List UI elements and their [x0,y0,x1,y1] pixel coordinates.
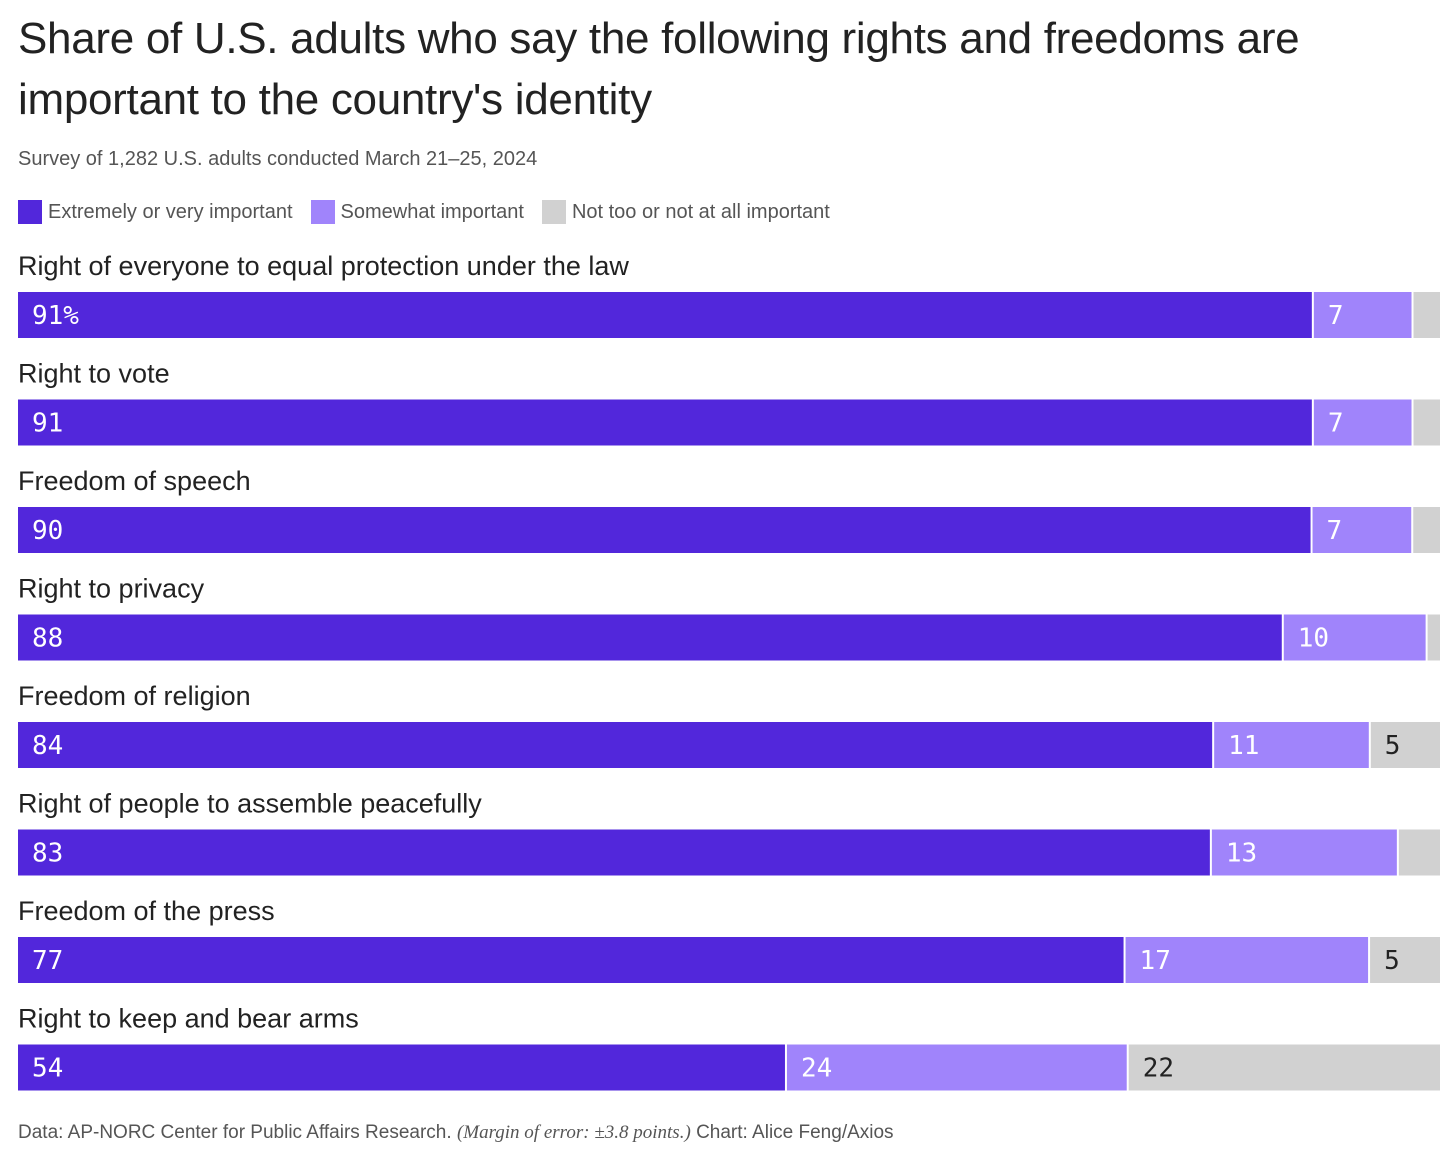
chart-title: Share of U.S. adults who say the followi… [18,14,1300,124]
footer-source: Data: AP-NORC Center for Public Affairs … [18,1122,452,1143]
legend-swatch-somewhat [310,200,335,224]
bar-segment-extremely-or-very-important [18,507,1311,553]
data-label: 10 [1298,624,1329,654]
bar-row-freedom-of-religion: Freedom of religion 84 11 5 [18,681,1440,768]
data-label: 91 [32,409,63,439]
bar-segment-extremely-or-very-important [18,937,1124,983]
bar-segment-somewhat-important [1313,399,1412,446]
data-label: 24 [801,1054,832,1084]
data-label: 17 [1140,946,1171,976]
data-label: 11 [1228,731,1259,761]
legend-item-somewhat: Somewhat important [310,200,524,224]
bar-segment-not-too-or-not-at-all-important [1413,507,1440,553]
category-label: Right to privacy [18,574,205,604]
footer-note: (Margin of error: ±3.8 points.) [456,1122,691,1143]
legend-item-extremely: Extremely or very important [18,200,293,224]
bar-segment-extremely-or-very-important [18,614,1282,661]
bar-segment-extremely-or-very-important [18,829,1210,876]
bar-row-freedom-of-the-press: Freedom of the press 77 17 5 [18,896,1440,983]
data-label: 91% [32,301,79,331]
data-label: 84 [32,731,63,761]
legend-label-extremely: Extremely or very important [48,200,293,223]
bar-segment-not-too-or-not-at-all-important [1370,722,1440,768]
data-label: 88 [32,624,63,654]
category-label: Right of people to assemble peacefully [18,789,482,819]
legend-label-somewhat: Somewhat important [340,200,524,223]
data-label: 7 [1328,409,1344,439]
bar-segment-extremely-or-very-important [18,399,1312,446]
data-label: 5 [1384,946,1400,976]
bar-segment-somewhat-important [1283,614,1426,661]
bar-segment-somewhat-important [1313,292,1412,338]
chart-subtitle: Survey of 1,282 U.S. adults conducted Ma… [18,148,538,170]
bar-row-right-to-keep-and-bear-arms: Right to keep and bear arms 54 24 22 [18,1004,1440,1091]
bar-segment-extremely-or-very-important [18,1044,785,1091]
legend-item-not: Not too or not at all important [541,200,830,224]
bar-row-right-of-people-to-assemble-peacefully: Right of people to assemble peacefully 83… [18,789,1440,876]
bar-segment-extremely-or-very-important [18,722,1213,768]
bar-row-right-of-everyone-to-equal-protection-under-the-law: Right of everyone to equal protection un… [18,251,1440,338]
data-label: 7 [1328,301,1344,331]
bar-segment-extremely-or-very-important [18,292,1312,338]
chart-footer: Data: AP-NORC Center for Public Affairs … [18,1122,894,1144]
legend-label-not: Not too or not at all important [571,200,830,223]
bar-segment-not-too-or-not-at-all-important [1413,399,1440,446]
legend-swatch-extremely [18,200,42,224]
data-label: 13 [1226,839,1257,869]
category-label: Right to vote [18,359,170,389]
bar-segment-not-too-or-not-at-all-important [1128,1044,1440,1091]
data-label: 90 [32,516,63,546]
bar-segment-somewhat-important [786,1044,1127,1091]
bar-row-right-to-vote: Right to vote 91 7 [18,359,1440,446]
bar-segment-not-too-or-not-at-all-important [1398,829,1440,876]
category-label: Freedom of speech [18,466,251,496]
category-label: Right to keep and bear arms [18,1004,359,1034]
legend: Extremely or very important Somewhat imp… [18,198,848,226]
bar-chart: Right of everyone to equal protection un… [18,251,1440,1091]
data-label: 5 [1385,731,1401,761]
bar-segment-somewhat-important [1312,507,1412,553]
data-label: 77 [32,946,63,976]
bar-segment-somewhat-important [1125,937,1369,983]
bar-segment-not-too-or-not-at-all-important [1413,292,1440,338]
bar-segment-somewhat-important [1211,829,1397,876]
legend-swatch-not [541,200,566,224]
footer-credit: Chart: Alice Feng/Axios [696,1122,894,1143]
bar-segment-not-too-or-not-at-all-important [1427,614,1440,661]
data-label: 7 [1327,516,1343,546]
bar-row-right-to-privacy: Right to privacy 88 10 [18,574,1440,661]
data-label: 83 [32,839,63,869]
bar-segment-somewhat-important [1214,722,1369,768]
category-label: Freedom of the press [18,896,275,926]
data-label: 54 [32,1054,63,1084]
bar-row-freedom-of-speech: Freedom of speech 90 7 [18,466,1440,553]
category-label: Freedom of religion [18,681,251,711]
category-label: Right of everyone to equal protection un… [18,251,629,281]
data-label: 22 [1143,1054,1174,1084]
bar-segment-not-too-or-not-at-all-important [1370,937,1440,983]
